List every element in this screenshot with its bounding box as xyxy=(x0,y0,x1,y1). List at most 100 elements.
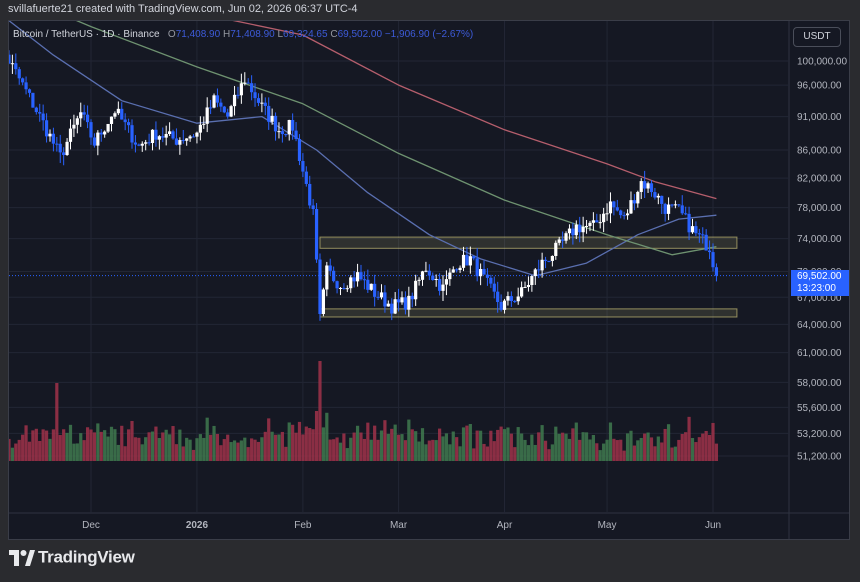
volume-bar xyxy=(479,430,483,461)
candle-body xyxy=(684,213,688,215)
close-value: 69,502.00 xyxy=(337,29,383,40)
time-tick-label: Mar xyxy=(390,520,408,531)
candle-body xyxy=(584,225,589,227)
candle-body xyxy=(461,254,466,268)
volume-bar xyxy=(431,439,435,461)
volume-bar xyxy=(537,432,541,461)
volume-bar xyxy=(236,442,240,461)
candle-body xyxy=(342,287,346,289)
candle-body xyxy=(499,302,503,310)
candle-body xyxy=(513,301,517,303)
candle-body xyxy=(311,205,315,210)
candle-body xyxy=(161,136,165,138)
volume-bar xyxy=(24,425,28,461)
time-tick-label: Apr xyxy=(497,520,513,531)
candle-body xyxy=(232,94,237,107)
candle-body xyxy=(171,131,175,139)
volume-bar xyxy=(509,433,513,461)
volume-bar xyxy=(420,428,425,461)
candle-body xyxy=(554,242,558,256)
moving-average-line xyxy=(75,21,717,256)
volume-bar xyxy=(21,434,25,461)
candle-body xyxy=(588,222,592,226)
candle-body xyxy=(496,291,500,303)
volume-bar xyxy=(55,383,59,461)
time-axis: Dec 2026 Feb Mar Apr May Jun xyxy=(82,520,721,531)
candle-body xyxy=(24,82,28,90)
volume-bar xyxy=(34,428,38,461)
volume-bar xyxy=(437,428,442,461)
volume-bar xyxy=(680,434,684,461)
volume-bar xyxy=(96,423,100,461)
candle-body xyxy=(390,303,394,314)
candle-body xyxy=(520,287,524,297)
volume-bar xyxy=(161,432,165,461)
candle-body xyxy=(701,234,705,236)
volume-bar xyxy=(520,433,524,461)
candle-body xyxy=(308,183,312,206)
volume-bar xyxy=(171,426,175,461)
candle-body xyxy=(697,233,701,235)
candle-body xyxy=(109,116,114,124)
candle-body xyxy=(92,137,97,146)
candle-body xyxy=(653,192,657,198)
volume-bar xyxy=(359,432,363,461)
candle-body xyxy=(444,279,449,285)
volume-bar xyxy=(79,433,83,461)
candle-body xyxy=(250,83,254,93)
volume-bar xyxy=(701,433,705,461)
volume-bar xyxy=(284,446,288,461)
volume-bar xyxy=(239,440,243,461)
volume-bar xyxy=(75,443,79,461)
volume-bar xyxy=(677,439,681,461)
tradingview-logo[interactable]: TradingView xyxy=(9,547,135,569)
volume-bar xyxy=(103,430,107,461)
candle-body xyxy=(178,140,182,145)
candle-body xyxy=(99,132,103,135)
volume-bar xyxy=(602,443,606,461)
candle-body xyxy=(82,112,86,115)
volume-bar xyxy=(643,433,647,461)
volume-bar xyxy=(434,440,438,461)
open-value: 71,408.90 xyxy=(175,29,221,40)
volume-bar xyxy=(523,439,527,461)
volume-bar xyxy=(455,437,459,461)
candle-body xyxy=(79,112,83,119)
candle-body xyxy=(209,107,213,109)
volume-bar xyxy=(150,431,155,461)
candle-body xyxy=(314,209,319,260)
time-tick-label: May xyxy=(598,520,617,531)
volume-bar xyxy=(301,434,305,461)
currency-button[interactable]: USDT xyxy=(793,27,841,47)
candle-body xyxy=(578,224,582,233)
candle-body xyxy=(677,204,681,206)
chart-canvas[interactable]: 100,000.00 96,000.00 91,000.00 86,000.00 82,… xyxy=(9,21,850,540)
candle-body xyxy=(414,280,418,300)
candle-body xyxy=(643,181,647,189)
time-tick-label: Dec xyxy=(82,520,100,531)
candle-body xyxy=(62,152,66,156)
candle-body xyxy=(226,112,230,117)
candle-body xyxy=(103,131,107,135)
volume-bar xyxy=(400,434,404,461)
volume-bar xyxy=(267,418,271,461)
volume-bar xyxy=(697,437,701,461)
symbol-label[interactable]: Bitcoin / TetherUS · 1D · Binance xyxy=(13,29,160,40)
volume-bar xyxy=(417,441,421,461)
volume-bar xyxy=(591,434,595,461)
candle-body xyxy=(660,195,664,204)
candle-body xyxy=(441,284,445,291)
price-tick-label: 100,000.00 xyxy=(797,57,847,68)
candle-body xyxy=(612,201,616,208)
candle-body xyxy=(591,220,595,223)
volume-bar xyxy=(130,420,134,461)
chart-frame[interactable]: 100,000.00 96,000.00 91,000.00 86,000.00 82,… xyxy=(8,20,850,540)
volume-bar xyxy=(660,442,664,461)
candle-body xyxy=(468,256,472,266)
candle-body xyxy=(345,288,349,290)
price-tick-label: 82,000.00 xyxy=(797,174,842,185)
candle-body xyxy=(475,258,479,277)
moving-averages xyxy=(9,21,789,277)
candle-body xyxy=(181,140,185,142)
price-tick-label: 53,200.00 xyxy=(797,429,842,440)
